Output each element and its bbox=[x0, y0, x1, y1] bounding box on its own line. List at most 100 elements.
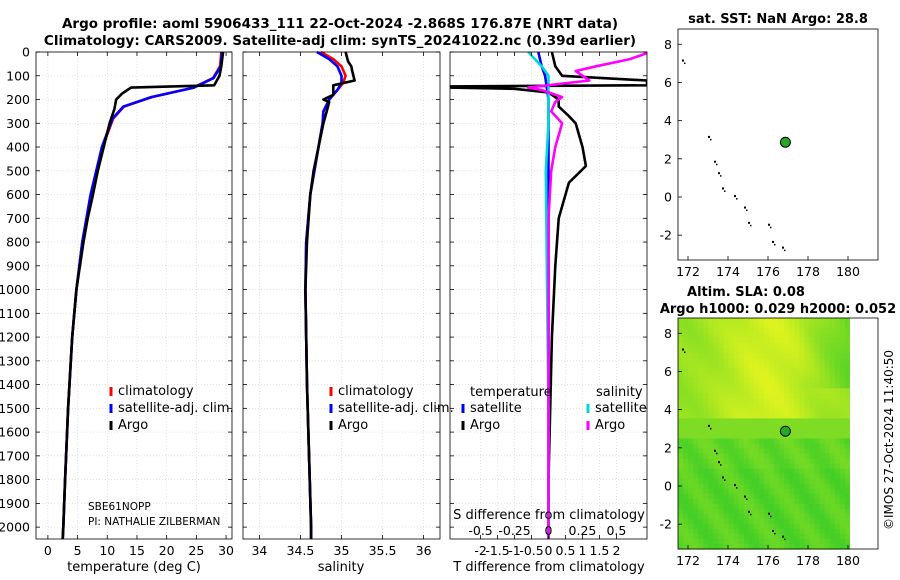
heat-cell bbox=[804, 383, 811, 389]
sla-heatmap bbox=[678, 318, 878, 550]
x-tick-label: 174 bbox=[716, 264, 740, 279]
heat-cell bbox=[733, 463, 740, 470]
heat-cell bbox=[804, 373, 811, 379]
heat-cell bbox=[804, 438, 811, 445]
heat-cell bbox=[688, 458, 694, 465]
heat-cell bbox=[794, 318, 801, 324]
heat-cell bbox=[839, 328, 846, 334]
heat-cell bbox=[758, 498, 765, 505]
top-x-tick-label: 0 bbox=[545, 523, 553, 538]
heat-cell bbox=[688, 488, 694, 495]
island-mark bbox=[770, 226, 772, 229]
heat-cell bbox=[819, 523, 826, 530]
heat-cell bbox=[829, 448, 836, 455]
heat-cell bbox=[809, 543, 816, 550]
heat-cell bbox=[799, 503, 806, 510]
heat-cell bbox=[824, 483, 831, 490]
island-mark bbox=[734, 195, 736, 198]
heat-cell bbox=[693, 383, 699, 389]
heat-cell bbox=[809, 483, 816, 490]
heat-cell bbox=[774, 493, 780, 500]
heat-cell bbox=[794, 523, 801, 530]
heat-cell bbox=[748, 473, 755, 480]
heat-cell bbox=[728, 328, 735, 334]
heat-cell bbox=[743, 428, 750, 435]
heat-cell bbox=[779, 328, 785, 334]
heat-cell bbox=[758, 528, 765, 535]
heat-cell bbox=[733, 388, 740, 394]
heat-cell bbox=[779, 478, 785, 485]
heat-cell bbox=[814, 383, 821, 389]
heat-cell bbox=[708, 483, 715, 490]
heat-cell bbox=[748, 528, 755, 535]
heat-cell bbox=[698, 373, 704, 379]
island-mark bbox=[720, 175, 722, 177]
heat-cell bbox=[774, 363, 780, 369]
heat-cell bbox=[774, 523, 780, 530]
heat-cell bbox=[819, 528, 826, 535]
heat-cell bbox=[703, 538, 709, 545]
x-tick-label: 36 bbox=[416, 543, 432, 558]
heat-cell bbox=[753, 428, 760, 435]
heat-cell bbox=[834, 328, 841, 334]
heat-cell bbox=[703, 373, 709, 379]
heat-cell bbox=[738, 328, 745, 334]
heat-cell bbox=[728, 423, 735, 430]
y-tick-label: 8 bbox=[664, 326, 672, 341]
heat-cell bbox=[693, 348, 699, 354]
x-tick-label: -1 bbox=[508, 543, 520, 558]
heat-cell bbox=[758, 328, 765, 334]
heat-cell bbox=[814, 428, 821, 435]
heat-cell bbox=[844, 523, 851, 530]
heat-cell bbox=[683, 358, 689, 364]
heat-cell bbox=[804, 328, 811, 334]
heat-cell bbox=[809, 423, 816, 430]
y-tick-label: 1600 bbox=[0, 425, 30, 440]
heat-cell bbox=[789, 378, 795, 384]
heat-cell bbox=[718, 468, 725, 475]
heat-cell bbox=[804, 338, 811, 344]
heat-cell bbox=[844, 393, 851, 399]
heat-cell bbox=[748, 438, 755, 445]
heat-cell bbox=[753, 438, 760, 445]
y-tick-label: 1500 bbox=[0, 401, 30, 416]
island-mark bbox=[746, 498, 748, 501]
heat-cell bbox=[769, 348, 775, 354]
heat-cell bbox=[708, 413, 715, 420]
heat-cell bbox=[683, 463, 689, 470]
difference-panel: -2-1.5-1-0.5 0 0.5 1 1.5 2-0.5 -0.25 0 0.25 0.5 T… bbox=[449, 51, 648, 575]
heat-cell bbox=[789, 353, 795, 359]
heat-cell bbox=[779, 513, 785, 520]
heat-cell bbox=[748, 358, 755, 364]
heat-cell bbox=[804, 533, 811, 540]
heat-cell bbox=[728, 318, 735, 324]
heat-cell bbox=[774, 393, 780, 399]
heat-cell bbox=[789, 408, 795, 415]
heat-cell bbox=[824, 533, 831, 540]
heat-cell bbox=[814, 333, 821, 339]
heat-cell bbox=[698, 318, 704, 324]
heat-cell bbox=[703, 433, 709, 440]
heat-cell bbox=[713, 363, 720, 369]
heat-cell bbox=[809, 338, 816, 344]
heat-cell bbox=[713, 453, 720, 460]
heat-cell bbox=[683, 413, 689, 420]
heat-cell bbox=[728, 413, 735, 420]
heat-cell bbox=[678, 413, 684, 420]
heat-cell bbox=[688, 338, 694, 344]
heat-cell bbox=[748, 428, 755, 435]
heat-cell bbox=[728, 343, 735, 349]
heat-cell bbox=[683, 448, 689, 455]
x-tick-label: 180 bbox=[836, 553, 860, 568]
heat-cell bbox=[789, 423, 795, 430]
heat-cell bbox=[814, 323, 821, 329]
x-tick-label: -1.5 bbox=[485, 543, 509, 558]
heat-cell bbox=[774, 438, 780, 445]
heat-cell bbox=[794, 543, 801, 550]
y-tick-label: 1400 bbox=[0, 377, 30, 392]
heat-cell bbox=[784, 413, 790, 420]
heat-cell bbox=[824, 348, 831, 354]
heat-cell bbox=[703, 448, 709, 455]
heat-cell bbox=[769, 463, 775, 470]
salinity-panel: 34 34.5 35 35.5 36 salinity climatologysatel… bbox=[242, 50, 454, 575]
